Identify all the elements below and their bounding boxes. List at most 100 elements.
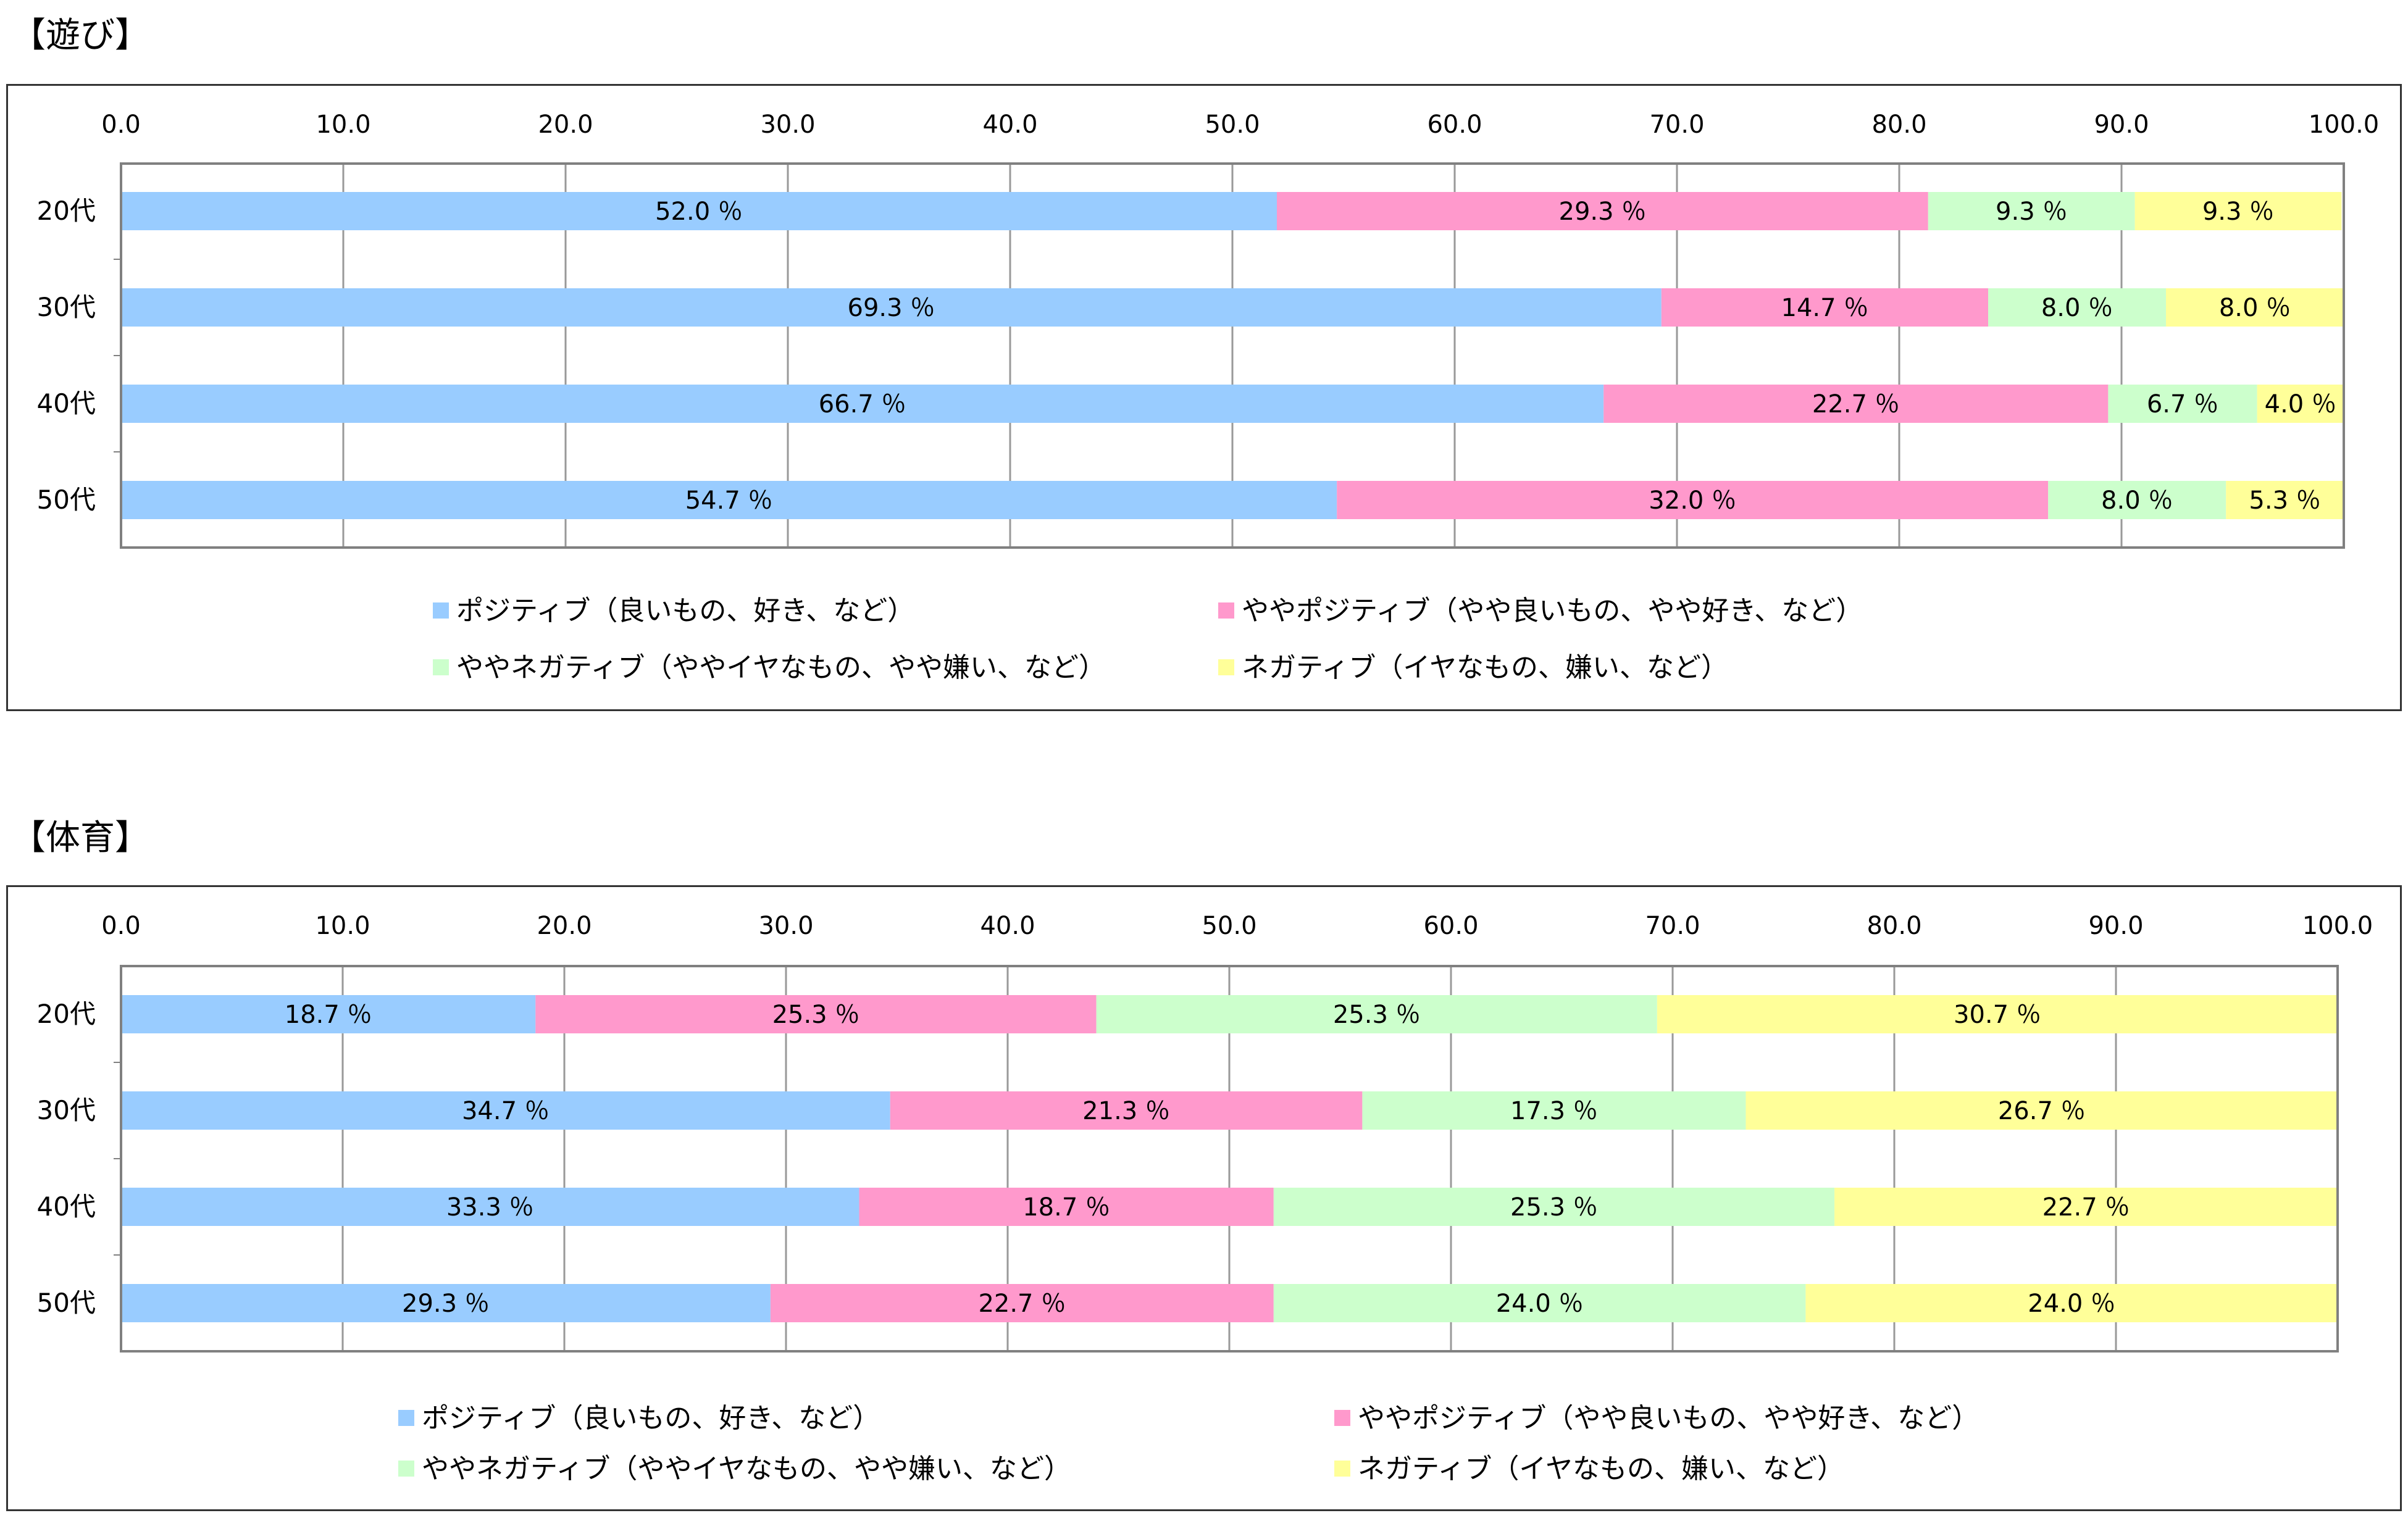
legend-label: ネガティブ（イヤなもの、嫌い、など）	[1358, 1453, 1844, 1485]
data-label: 33.3 ％	[446, 1193, 534, 1222]
bar-segment	[121, 1188, 859, 1226]
bar-segment	[2134, 192, 2342, 230]
chart-panel-taiiku: 0.0 10.0 20.0 30.0 40.0 50.0 60.0 70.0 80.0 90.0 1…	[6, 885, 2402, 1511]
x-tick-label: 100.0	[2309, 110, 2380, 139]
data-label: 24.0 ％	[1496, 1290, 1584, 1318]
data-label: 18.7 ％	[285, 1001, 372, 1029]
bar-segment	[770, 1284, 1274, 1322]
x-tick-label: 90.0	[2088, 912, 2143, 940]
data-label: 25.3 ％	[1333, 1001, 1421, 1029]
x-tick-label: 30.0	[760, 110, 815, 139]
legend-label: ポジティブ（良いもの、好き、など）	[456, 595, 914, 627]
data-label: 8.0 ％	[2041, 294, 2113, 322]
data-label: 34.7 ％	[462, 1097, 550, 1125]
y-category-label: 20代	[37, 999, 96, 1029]
y-category-label: 40代	[37, 388, 96, 419]
x-tick-label: 0.0	[101, 912, 141, 940]
x-tick-label: 20.0	[537, 912, 592, 940]
y-category-label: 50代	[37, 1288, 96, 1318]
data-label: 8.0 ％	[2101, 486, 2173, 515]
x-tick-label: 40.0	[982, 110, 1037, 139]
data-label: 9.3 ％	[2202, 198, 2274, 226]
bar-segment	[2048, 481, 2226, 519]
data-label: 52.0 ％	[655, 198, 743, 226]
data-label: 24.0 ％	[2028, 1290, 2115, 1318]
x-tick-label: 20.0	[538, 110, 593, 139]
x-tick-label: 10.0	[315, 912, 370, 940]
bar-segment	[890, 1091, 1363, 1130]
x-tick-label: 0.0	[101, 110, 141, 139]
data-label: 30.7 ％	[1954, 1001, 2041, 1029]
chart-title-taiiku: 【体育】	[11, 818, 149, 858]
plot-area-frame	[120, 162, 2345, 549]
legend-label: ややポジティブ（やや良いもの、やや好き、など）	[1242, 595, 1863, 627]
stacked-bar-chart-taiiku: 0.0 10.0 20.0 30.0 40.0 50.0 60.0 70.0 80.0 90.0 1…	[37, 912, 2373, 1485]
stacked-bar-chart-asobi: 0.0 10.0 20.0 30.0 40.0 50.0 60.0 70.0 80.0 90.0 1…	[37, 110, 2380, 683]
bar-segment	[1273, 1188, 1835, 1226]
data-label: 29.3 ％	[1559, 198, 1647, 226]
legend-label: ややポジティブ（やや良いもの、やや好き、など）	[1358, 1403, 1979, 1434]
data-label: 9.3 ％	[1996, 198, 2067, 226]
bar-segment	[1745, 1091, 2338, 1130]
x-tick-label: 100.0	[2302, 912, 2373, 940]
x-tick-label: 50.0	[1205, 110, 1260, 139]
x-tick-label: 60.0	[1427, 110, 1482, 139]
bar-segment	[1096, 995, 1657, 1033]
bar-segment	[2257, 385, 2344, 423]
data-label: 29.3 ％	[402, 1290, 490, 1318]
x-tick-label: 90.0	[2094, 110, 2149, 139]
data-label: 22.7 ％	[1812, 390, 1900, 419]
y-category-label: 20代	[37, 196, 96, 226]
data-label: 22.7 ％	[2042, 1193, 2130, 1222]
data-label: 18.7 ％	[1022, 1193, 1110, 1222]
legend-label: ややネガティブ（ややイヤなもの、やや嫌い、など）	[422, 1453, 1071, 1485]
data-label: 21.3 ％	[1082, 1097, 1170, 1125]
data-label: 8.0 ％	[2219, 294, 2291, 322]
bar-segment	[121, 385, 1604, 423]
data-label: 14.7 ％	[1781, 294, 1869, 322]
plot-area-frame	[120, 965, 2339, 1353]
bar-segment	[1928, 192, 2135, 230]
bar-segment	[1657, 995, 2338, 1033]
bar-segment	[121, 481, 1337, 519]
bar-segment	[2166, 288, 2344, 327]
legend-swatch	[1334, 1461, 1350, 1477]
bar-segment	[1988, 288, 2166, 327]
data-label: 54.7 ％	[685, 486, 773, 515]
bar-segment	[1805, 1284, 2338, 1322]
y-category-label: 30代	[37, 292, 96, 322]
bar-segment	[1834, 1188, 2338, 1226]
chart-panel-asobi: 0.0 10.0 20.0 30.0 40.0 50.0 60.0 70.0 80.0 90.0 1…	[6, 84, 2402, 711]
legend-label: ネガティブ（イヤなもの、嫌い、など）	[1242, 652, 1728, 683]
bar-segment	[121, 1091, 890, 1130]
bar-segment	[121, 192, 1277, 230]
x-tick-label: 50.0	[1202, 912, 1256, 940]
data-label: 5.3 ％	[2249, 486, 2320, 515]
data-label: 66.7 ％	[819, 390, 906, 419]
bar-segment	[121, 288, 1662, 327]
x-tick-label: 70.0	[1645, 912, 1700, 940]
x-tick-label: 80.0	[1867, 912, 1921, 940]
data-label: 22.7 ％	[978, 1290, 1066, 1318]
legend-swatch	[433, 602, 449, 619]
bar-segment	[1362, 1091, 1746, 1130]
bar-segment	[2108, 385, 2257, 423]
x-tick-label: 30.0	[758, 912, 813, 940]
data-label: 25.3 ％	[1510, 1193, 1598, 1222]
bar-segment	[121, 995, 536, 1033]
data-label: 26.7 ％	[1998, 1097, 2086, 1125]
y-category-label: 30代	[37, 1095, 96, 1125]
y-category-label: 40代	[37, 1191, 96, 1222]
legend-swatch	[398, 1410, 414, 1426]
bar-segment	[2226, 481, 2344, 519]
bar-segment	[1661, 288, 1988, 327]
data-label: 17.3 ％	[1510, 1097, 1598, 1125]
y-category-label: 50代	[37, 485, 96, 515]
x-tick-label: 10.0	[316, 110, 370, 139]
data-label: 6.7 ％	[2147, 390, 2218, 419]
x-tick-label: 70.0	[1649, 110, 1704, 139]
x-tick-label: 60.0	[1423, 912, 1478, 940]
bar-segment	[1277, 192, 1928, 230]
x-tick-label: 40.0	[980, 912, 1035, 940]
x-tick-label: 80.0	[1871, 110, 1926, 139]
